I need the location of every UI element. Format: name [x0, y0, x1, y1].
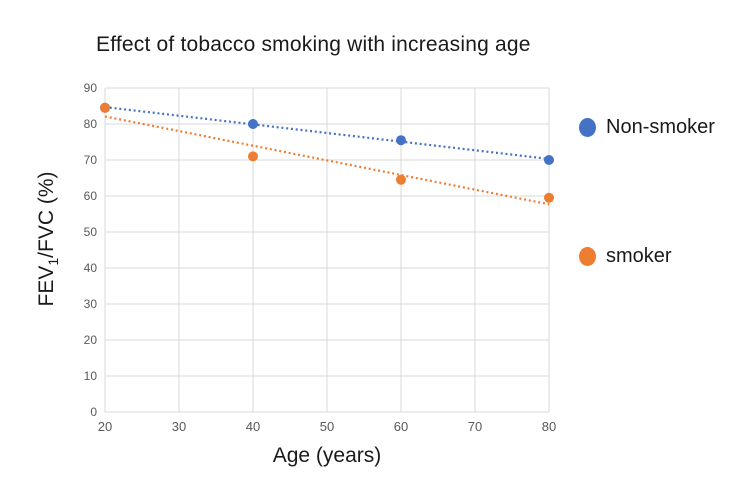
data-point-smoker	[396, 174, 406, 185]
legend-item-non-smoker: Non-smoker	[579, 116, 715, 139]
y-axis-title-units: /FVC (%)	[35, 171, 58, 258]
x-tick-label: 60	[393, 419, 409, 434]
y-tick-label: 20	[83, 333, 97, 347]
data-point-smoker	[100, 102, 110, 113]
x-tick-label: 80	[541, 419, 557, 434]
y-tick-label: 10	[83, 369, 97, 383]
y-tick-label: 70	[83, 153, 97, 167]
legend-label-smoker: smoker	[606, 245, 672, 267]
legend-item-smoker: smoker	[579, 245, 672, 268]
data-point-non-smoker	[396, 135, 406, 146]
x-tick-label: 30	[171, 419, 187, 434]
y-axis-title-text: FEV	[35, 265, 58, 307]
legend-label-non-smoker: Non-smoker	[606, 116, 715, 138]
y-axis-title-subscript: 1	[45, 257, 62, 266]
trendline-smoker	[104, 115, 550, 206]
legend-marker-non-smoker-icon	[579, 118, 596, 137]
legend-marker-smoker-icon	[579, 247, 596, 266]
y-tick-label: 0	[90, 405, 97, 419]
y-tick-label: 80	[83, 117, 97, 131]
y-axis-title: FEV1/FVC (%)	[35, 157, 61, 321]
x-tick-label: 40	[245, 419, 261, 434]
y-tick-label: 60	[83, 189, 97, 203]
chart-title: Effect of tobacco smoking with increasin…	[96, 33, 531, 56]
y-tick-label: 40	[83, 261, 97, 275]
data-point-smoker	[248, 151, 258, 162]
y-tick-label: 30	[83, 297, 97, 311]
x-tick-label: 70	[467, 419, 483, 434]
y-tick-label: 90	[83, 81, 97, 95]
data-point-smoker	[544, 192, 554, 203]
plot-area	[100, 87, 554, 413]
x-axis-title: Age (years)	[272, 444, 382, 467]
data-point-non-smoker	[248, 119, 258, 129]
data-point-non-smoker	[544, 155, 554, 165]
x-tick-label: 20	[97, 419, 113, 434]
y-tick-label: 50	[83, 225, 97, 239]
x-tick-label: 50	[319, 419, 335, 434]
